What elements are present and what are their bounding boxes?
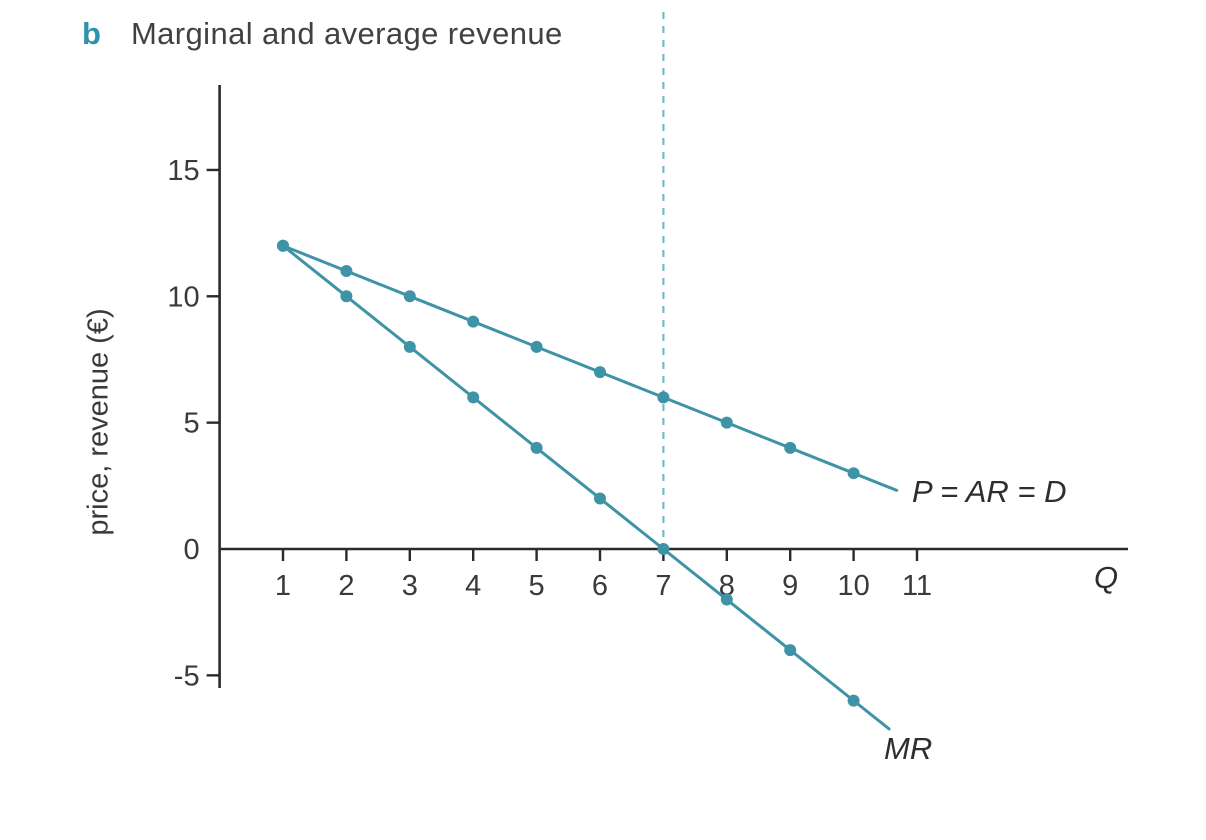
x-tick-label: 4 [465, 570, 481, 602]
data-point-mr [403, 340, 416, 353]
x-axis-title: Q [1094, 560, 1119, 595]
data-point-mr [530, 441, 543, 454]
data-point-mr [467, 391, 480, 404]
y-axis-title: price, revenue (€) [82, 308, 115, 536]
series-label-ar: P = AR = D [912, 474, 1067, 509]
data-point-ar [530, 340, 543, 353]
y-tick-label: 15 [167, 155, 199, 187]
x-tick-label: 1 [275, 570, 291, 602]
x-tick-label: 11 [902, 570, 932, 602]
data-point-ar [657, 391, 670, 404]
data-point-mr [720, 593, 733, 606]
y-tick-label: 0 [183, 534, 199, 566]
data-point-mr [657, 543, 670, 555]
panel-label: b [82, 16, 101, 51]
series-line-ar [281, 244, 899, 492]
x-tick-label: 10 [837, 570, 869, 602]
data-point-mr [277, 239, 289, 252]
x-tick-label: 7 [655, 570, 671, 602]
figure-header: b Marginal and average revenue [82, 16, 563, 52]
x-tick-label: 8 [719, 570, 735, 602]
data-point-ar [467, 315, 480, 328]
series-line-mr [281, 244, 891, 731]
x-tick-label: 5 [529, 570, 545, 602]
data-point-mr [340, 290, 353, 303]
x-tick-label: 6 [592, 570, 608, 602]
y-tick-label: 10 [167, 281, 199, 313]
x-tick-label: 9 [782, 570, 798, 602]
figure-title: Marginal and average revenue [130, 16, 563, 51]
data-point-ar [784, 441, 797, 454]
data-point-ar [594, 366, 606, 379]
series-label-mr: MR [884, 731, 933, 766]
y-tick-label: -5 [174, 660, 200, 692]
data-point-mr [784, 644, 797, 657]
x-tick-label: 2 [338, 570, 354, 602]
data-point-ar [340, 265, 353, 278]
data-point-ar [403, 290, 416, 303]
data-point-mr [594, 492, 606, 505]
x-tick-label: 3 [402, 570, 418, 602]
data-point-ar [847, 467, 860, 480]
y-tick-label: 5 [183, 408, 199, 440]
data-point-mr [847, 694, 860, 707]
data-point-ar [720, 416, 733, 429]
